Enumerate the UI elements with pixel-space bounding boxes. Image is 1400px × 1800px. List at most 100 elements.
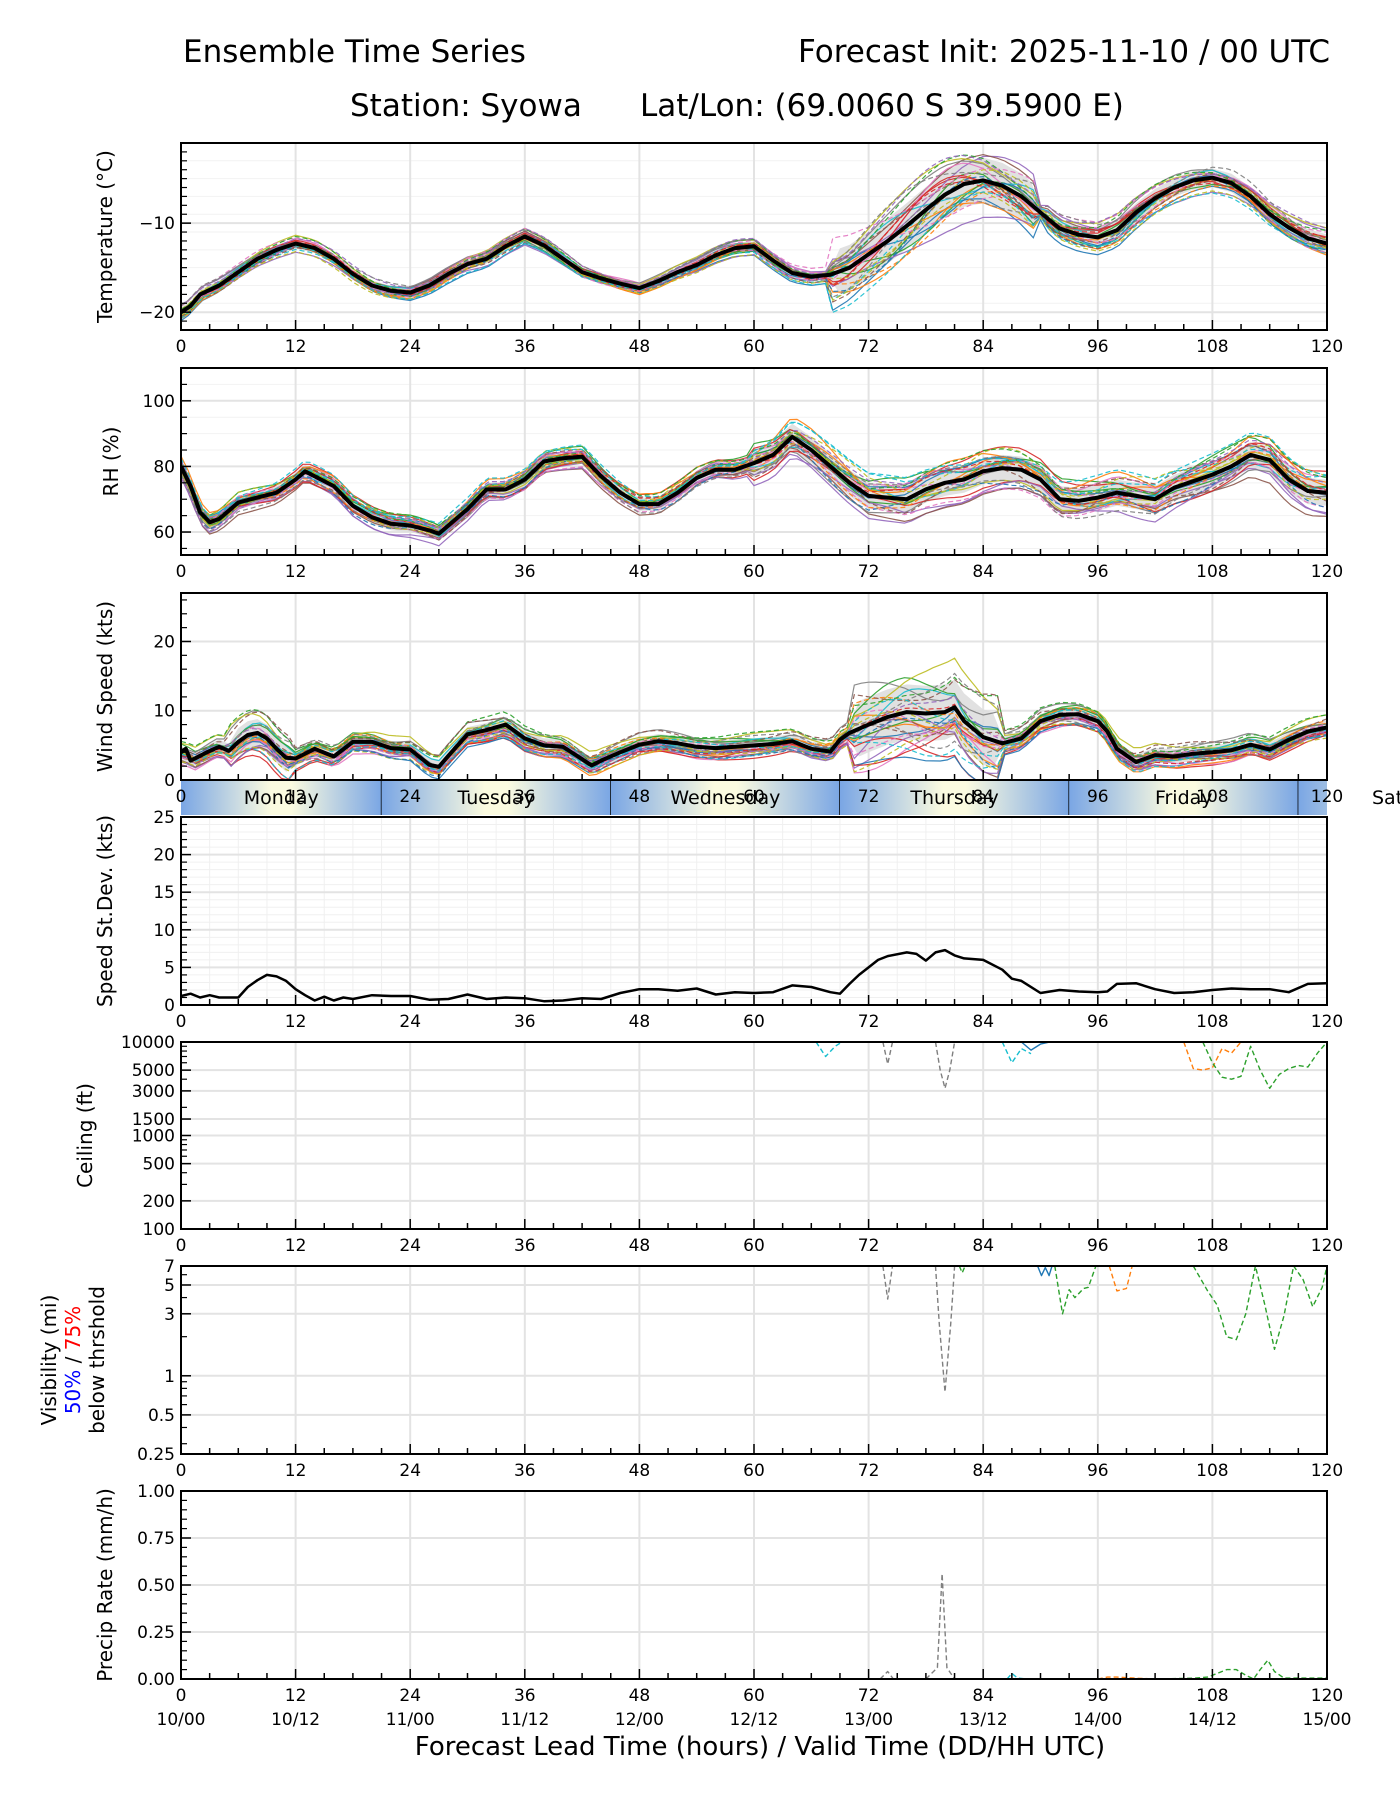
day-segment xyxy=(610,781,840,815)
x-tick-label: 0 xyxy=(176,1461,187,1481)
ensemble-member-line xyxy=(181,429,1327,528)
x-valid-time-label: 11/00 xyxy=(386,1710,435,1730)
y-tick-label: −20 xyxy=(139,303,175,323)
x-axis-label: Forecast Lead Time (hours) / Valid Time … xyxy=(414,1732,1106,1762)
y-tick-label: 0.75 xyxy=(137,1529,175,1549)
day-segment xyxy=(381,781,611,815)
day-label: Friday xyxy=(1155,787,1213,809)
ensemble-member-line xyxy=(181,711,1327,772)
y-tick-label: 3 xyxy=(164,1305,175,1325)
x-tick-label: 96 xyxy=(1087,787,1109,807)
station-label: Station: Syowa xyxy=(350,88,582,124)
y-tick-label: 0.50 xyxy=(137,1576,175,1596)
x-tick-label: 0 xyxy=(176,562,187,582)
day-label: Sat xyxy=(1372,787,1400,809)
stdev-line xyxy=(181,948,1327,1003)
x-tick-label: 108 xyxy=(1196,1236,1228,1256)
y-axis-label: Temperature (°C) xyxy=(93,150,117,324)
x-tick-label: 120 xyxy=(1311,1236,1343,1256)
y-tick-label: 0 xyxy=(164,996,175,1016)
ensemble-mean-line xyxy=(181,175,1327,314)
x-tick-label: 36 xyxy=(514,1461,536,1481)
ensemble-member-line xyxy=(181,676,1327,759)
x-tick-label: 0 xyxy=(176,1012,187,1032)
member-line xyxy=(1054,1266,1097,1315)
y-tick-label: 500 xyxy=(143,1155,175,1175)
x-tick-label: 96 xyxy=(1087,1012,1109,1032)
threshold-percent: 50% xyxy=(61,1370,85,1414)
x-tick-label: 84 xyxy=(972,787,994,807)
y-tick-label: 0.25 xyxy=(137,1623,175,1643)
y-tick-label: 5 xyxy=(164,1276,175,1296)
x-tick-label: 60 xyxy=(743,562,765,582)
y-tick-label: 60 xyxy=(153,523,175,543)
x-tick-label: 84 xyxy=(972,562,994,582)
member-line xyxy=(1183,1042,1242,1071)
member-line xyxy=(882,1042,894,1065)
y-axis-label-note: below thrshold xyxy=(85,1286,109,1434)
ensemble-member-line xyxy=(181,440,1327,533)
ensemble-member-line xyxy=(181,695,1327,774)
x-tick-label: 36 xyxy=(514,1236,536,1256)
panel-data xyxy=(181,418,1327,547)
y-tick-label: 5000 xyxy=(132,1061,175,1081)
y-axis-label: Speed St.Dev. (kts) xyxy=(93,815,117,1007)
x-valid-time-label: 13/00 xyxy=(844,1710,893,1730)
x-tick-label: 84 xyxy=(972,1012,994,1032)
x-tick-label: 0 xyxy=(176,1236,187,1256)
x-tick-label: 72 xyxy=(858,1686,880,1706)
panel-rh: 0 12 24 36 48 60 72 84 96 108 120 60 80 100 RH (%) xyxy=(99,367,1343,582)
x-tick-label: 96 xyxy=(1087,337,1109,357)
day-segment xyxy=(839,781,1070,815)
y-tick-label: 25 xyxy=(153,808,175,828)
x-tick-label: 48 xyxy=(629,1461,651,1481)
member-line xyxy=(882,1266,894,1300)
x-tick-label: 48 xyxy=(629,787,651,807)
x-tick-label: 120 xyxy=(1311,562,1343,582)
y-tick-label: 1.00 xyxy=(137,1482,175,1502)
ensemble-mean-line xyxy=(181,705,1327,769)
x-tick-label: 12 xyxy=(285,1686,307,1706)
member-line xyxy=(815,1042,843,1058)
ensemble-member-line xyxy=(181,678,1327,758)
x-tick-label: 96 xyxy=(1087,562,1109,582)
x-tick-label: 0 xyxy=(176,337,187,357)
ensemble-member-line xyxy=(181,446,1327,538)
x-tick-label: 120 xyxy=(1311,1012,1343,1032)
x-tick-label: 48 xyxy=(629,1012,651,1032)
ensemble-member-line xyxy=(181,421,1327,525)
ensemble-member-line xyxy=(181,175,1327,313)
member-line xyxy=(1036,1266,1053,1277)
ensemble-member-line xyxy=(181,717,1327,777)
x-tick-label: 96 xyxy=(1087,1236,1109,1256)
x-tick-label: 60 xyxy=(743,1686,765,1706)
x-tick-label: 60 xyxy=(743,787,765,807)
x-tick-label: 60 xyxy=(743,1012,765,1032)
x-valid-time-label: 11/12 xyxy=(500,1710,549,1730)
ensemble-member-line xyxy=(181,166,1327,307)
y-tick-label: 200 xyxy=(143,1192,175,1212)
x-tick-label: 96 xyxy=(1087,1686,1109,1706)
x-tick-label: 48 xyxy=(629,1686,651,1706)
ensemble-member-line xyxy=(181,190,1327,316)
x-tick-label: 120 xyxy=(1311,787,1343,807)
ensemble-member-line xyxy=(181,191,1327,319)
x-tick-label: 36 xyxy=(514,337,536,357)
panel-temperature: 0 12 24 36 48 60 72 84 96 108 120 −20 −10 Temperature… xyxy=(93,142,1343,357)
ensemble-member-line xyxy=(181,681,1327,759)
y-tick-label: 20 xyxy=(153,632,175,652)
x-tick-label: 120 xyxy=(1311,1686,1343,1706)
x-valid-time-label: 13/12 xyxy=(959,1710,1008,1730)
panel-precip_rate: 0 10/00 12 10/12 24 11/00 36 11/12 48 12/00 60 12/1… xyxy=(93,1482,1352,1730)
y-axis-label: Wind Speed (kts) xyxy=(93,601,117,772)
x-tick-label: 24 xyxy=(399,337,421,357)
latlon-label: Lat/Lon: (69.0060 S 39.5900 E) xyxy=(640,88,1124,124)
panel-visibility: 0 12 24 36 48 60 72 84 96 108 120 0.25 0.5 1 3 57 Visibi… xyxy=(37,1257,1343,1481)
x-tick-label: 84 xyxy=(972,1686,994,1706)
day-segment xyxy=(1069,781,1299,815)
y-axis-label: Visibility (mi) xyxy=(37,1295,61,1426)
y-tick-label: 15 xyxy=(153,883,175,903)
panel-ceiling: 0 12 24 36 48 60 72 84 96 108 120 100 200 500 10001500… xyxy=(73,1033,1343,1256)
y-axis-label: Ceiling (ft) xyxy=(73,1083,97,1188)
panel-data xyxy=(879,1573,1327,1679)
